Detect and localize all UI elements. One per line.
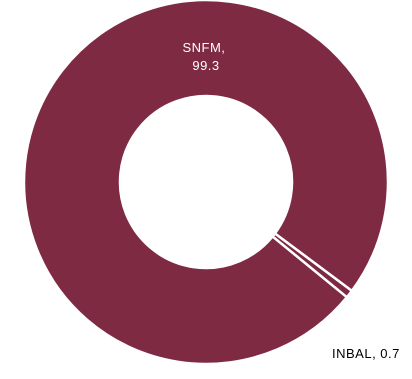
donut-slice-inbal: [270, 231, 354, 299]
donut-slices: [22, 0, 390, 366]
donut-slice-snfm: [22, 0, 390, 366]
slice-label-snfm-line1: SNFM,: [182, 40, 225, 55]
slice-label-snfm-line2: 99.3: [192, 58, 219, 73]
donut-labels: SNFM, 99.3 INBAL, 0.7: [182, 40, 399, 361]
slice-label-inbal-line1: INBAL, 0.7: [332, 346, 400, 361]
slice-label-inbal: INBAL, 0.7: [332, 346, 400, 361]
slice-label-snfm: SNFM, 99.3: [182, 40, 229, 73]
